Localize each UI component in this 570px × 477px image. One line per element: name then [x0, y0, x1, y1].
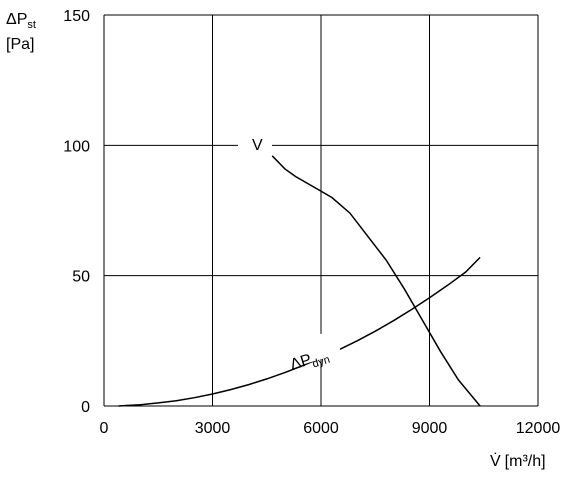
- v-label-background: [238, 134, 272, 156]
- v-curve-label: V: [252, 137, 263, 154]
- dp-dyn-curve: [118, 256, 481, 407]
- y-axis-unit: [Pa]: [6, 36, 34, 53]
- y-axis-subscript: st: [27, 19, 36, 31]
- x-tick-label: 0: [100, 420, 109, 437]
- dp-dyn-curve-label: ΔPdyn: [288, 346, 331, 377]
- x-tick-label: 12000: [516, 420, 561, 437]
- x-tick-label: 6000: [303, 420, 339, 437]
- y-tick-labels: 0 50 100 150: [63, 8, 90, 416]
- x-tick-label: 9000: [412, 420, 448, 437]
- y-tick-label: 150: [63, 8, 90, 25]
- y-axis-title: ΔPst: [6, 11, 36, 31]
- x-axis-symbol: V̇: [490, 452, 501, 470]
- y-tick-label: 50: [72, 269, 90, 286]
- x-tick-label: 3000: [195, 420, 231, 437]
- y-tick-label: 100: [63, 138, 90, 155]
- curves: [118, 155, 481, 407]
- x-tick-labels: 0 3000 6000 9000 12000: [100, 420, 561, 437]
- x-axis-title: V̇ [m³/h]: [490, 452, 546, 470]
- v-curve: [271, 155, 481, 407]
- dp-dyn-subscript: dyn: [311, 354, 331, 371]
- dp-dyn-symbol: ΔP: [288, 351, 313, 374]
- dp-dyn-label-background: [280, 329, 342, 370]
- grid: [103, 14, 539, 407]
- y-axis-symbol: ΔP: [6, 11, 27, 28]
- y-tick-label: 0: [81, 399, 90, 416]
- x-axis-unit: [m³/h]: [505, 453, 546, 470]
